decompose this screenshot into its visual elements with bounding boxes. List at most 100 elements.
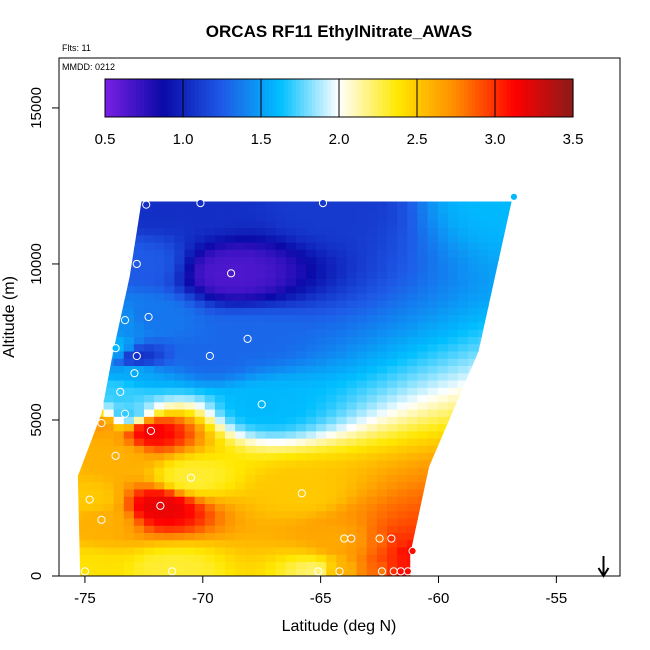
field-cell	[407, 372, 418, 381]
colorbar-cell	[136, 79, 141, 117]
field-cell	[235, 234, 246, 243]
field-cell	[235, 554, 246, 563]
field-cell	[154, 517, 165, 526]
field-cell	[154, 336, 165, 345]
field-cell	[346, 300, 358, 308]
field-cell	[103, 394, 115, 403]
field-cell	[326, 423, 337, 432]
field-cell	[103, 201, 115, 207]
field-cell	[316, 517, 327, 526]
field-cell	[265, 212, 277, 221]
field-cell	[447, 481, 459, 490]
field-cell	[235, 201, 246, 207]
field-cell	[83, 249, 94, 258]
field-cell	[316, 278, 327, 287]
field-cell	[407, 350, 418, 359]
field-cell	[245, 278, 256, 287]
field-cell	[214, 430, 226, 439]
field-cell	[478, 263, 489, 272]
field-cell	[184, 227, 196, 236]
field-cell	[306, 546, 317, 555]
field-cell	[356, 365, 368, 374]
field-cell	[295, 241, 307, 250]
field-cell	[255, 241, 267, 250]
field-cell	[417, 300, 429, 308]
field-cell	[164, 256, 175, 265]
field-cell	[113, 285, 125, 294]
field-cell	[225, 488, 236, 497]
field-cell	[93, 336, 105, 345]
field-cell	[326, 445, 337, 454]
field-cell	[154, 438, 165, 446]
field-cell	[336, 474, 348, 483]
field-cell	[154, 278, 165, 287]
colorbar-cell	[541, 79, 547, 117]
field-cell	[123, 546, 135, 555]
field-cell	[427, 343, 439, 352]
field-cell	[235, 379, 246, 388]
colorbar-cell	[374, 79, 379, 117]
field-cell	[103, 314, 115, 323]
field-cell	[295, 481, 307, 490]
field-cell	[194, 365, 206, 374]
field-cell	[417, 205, 429, 214]
field-cell	[194, 307, 206, 316]
field-cell	[225, 554, 236, 563]
field-cell	[123, 343, 135, 352]
field-cell	[174, 350, 186, 359]
field-cell	[447, 201, 459, 207]
field-cell	[457, 401, 469, 410]
field-cell	[133, 336, 145, 345]
sample-point	[318, 199, 328, 208]
field-cell	[447, 336, 459, 345]
field-cell	[154, 539, 165, 548]
field-cell	[225, 467, 236, 475]
sample-point	[120, 409, 130, 418]
field-cell	[306, 220, 317, 229]
field-cell	[427, 496, 439, 504]
field-cell	[265, 278, 277, 287]
field-cell	[326, 307, 337, 316]
field-cell	[508, 423, 512, 432]
field-cell	[366, 205, 378, 214]
field-cell	[235, 474, 246, 483]
field-cell	[133, 510, 145, 519]
field-cell	[194, 481, 206, 490]
field-cell	[407, 445, 418, 454]
field-cell	[275, 467, 287, 475]
field-cell	[235, 467, 246, 475]
field-cell	[275, 379, 287, 388]
field-cell	[417, 307, 429, 316]
field-cell	[235, 539, 246, 548]
field-cell	[488, 285, 499, 294]
field-cell	[387, 292, 398, 301]
field-cell	[437, 278, 449, 287]
field-cell	[255, 329, 267, 337]
field-cell	[508, 227, 512, 236]
field-cell	[437, 459, 449, 468]
field-cell	[93, 408, 105, 417]
field-cell	[285, 452, 297, 461]
field-cell	[407, 554, 418, 563]
field-cell	[174, 416, 186, 425]
field-cell	[306, 263, 317, 272]
field-cell	[154, 532, 165, 541]
field-cell	[336, 452, 348, 461]
field-cell	[164, 408, 175, 417]
field-cell	[285, 292, 297, 301]
field-cell	[397, 539, 408, 548]
field-cell	[225, 430, 236, 439]
field-cell	[245, 401, 256, 410]
colorbar-cell	[179, 79, 184, 117]
field-cell	[437, 372, 449, 381]
field-cell	[366, 300, 378, 308]
field-cell	[275, 459, 287, 468]
field-cell	[387, 343, 398, 352]
field-cell	[427, 292, 439, 301]
field-cell	[295, 300, 307, 308]
field-cell	[417, 314, 429, 323]
field-cell	[316, 372, 327, 381]
field-cell	[346, 445, 358, 454]
field-cell	[123, 220, 135, 229]
field-cell	[265, 525, 277, 534]
